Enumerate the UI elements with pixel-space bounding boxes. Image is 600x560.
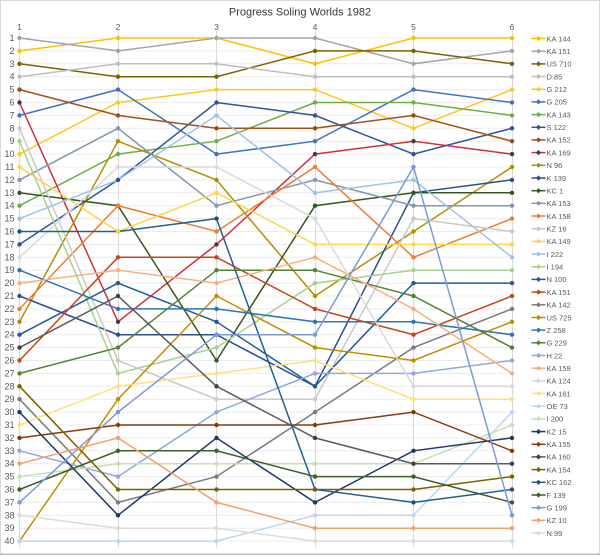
svg-text:13: 13 xyxy=(4,188,14,198)
svg-text:G 229: G 229 xyxy=(547,339,567,348)
svg-text:35: 35 xyxy=(4,472,14,482)
svg-text:KC 162: KC 162 xyxy=(547,478,572,487)
svg-text:US 725: US 725 xyxy=(547,313,572,322)
svg-text:25: 25 xyxy=(4,343,14,353)
svg-text:18: 18 xyxy=(4,252,14,262)
svg-text:2: 2 xyxy=(116,22,121,32)
svg-text:27: 27 xyxy=(4,368,14,378)
svg-text:KA 154: KA 154 xyxy=(547,465,571,474)
svg-text:23: 23 xyxy=(4,317,14,327)
svg-text:32: 32 xyxy=(4,433,14,443)
svg-text:1: 1 xyxy=(9,33,14,43)
svg-text:K 139: K 139 xyxy=(547,174,567,183)
svg-text:16: 16 xyxy=(4,227,14,237)
svg-text:14: 14 xyxy=(4,201,14,211)
svg-text:KZ 10: KZ 10 xyxy=(547,516,567,525)
svg-text:S 122: S 122 xyxy=(547,123,567,132)
svg-text:24: 24 xyxy=(4,330,14,340)
svg-text:34: 34 xyxy=(4,459,14,469)
svg-text:3: 3 xyxy=(9,59,14,69)
svg-text:KA 144: KA 144 xyxy=(547,34,571,43)
svg-text:15: 15 xyxy=(4,214,14,224)
svg-text:N 100: N 100 xyxy=(547,275,567,284)
svg-text:37: 37 xyxy=(4,497,14,507)
svg-text:11: 11 xyxy=(5,162,14,172)
svg-text:N 99: N 99 xyxy=(547,529,563,538)
svg-text:5: 5 xyxy=(411,22,416,32)
svg-text:4: 4 xyxy=(9,72,14,82)
svg-text:Progress Soling Worlds 1982: Progress Soling Worlds 1982 xyxy=(229,7,371,19)
svg-text:3: 3 xyxy=(214,22,219,32)
svg-text:KZ 15: KZ 15 xyxy=(547,427,567,436)
svg-text:KA 160: KA 160 xyxy=(547,453,571,462)
svg-text:10: 10 xyxy=(4,149,14,159)
svg-text:G 199: G 199 xyxy=(547,504,567,513)
svg-text:6: 6 xyxy=(9,98,14,108)
svg-text:21: 21 xyxy=(4,291,14,301)
svg-text:7: 7 xyxy=(9,110,14,120)
svg-text:I 200: I 200 xyxy=(547,415,564,424)
svg-text:I 222: I 222 xyxy=(547,250,564,259)
svg-text:38: 38 xyxy=(4,510,14,520)
svg-text:KA 151: KA 151 xyxy=(547,288,571,297)
svg-text:30: 30 xyxy=(4,407,14,417)
svg-text:US 710: US 710 xyxy=(547,60,572,69)
svg-text:12: 12 xyxy=(4,175,14,185)
svg-text:F 139: F 139 xyxy=(547,491,566,500)
svg-text:KA 151: KA 151 xyxy=(547,47,571,56)
svg-text:Z 258: Z 258 xyxy=(547,326,566,335)
svg-text:2: 2 xyxy=(9,46,14,56)
svg-text:40: 40 xyxy=(4,536,14,546)
svg-text:KA 143: KA 143 xyxy=(547,110,571,119)
svg-text:KA 124: KA 124 xyxy=(547,377,571,386)
svg-text:36: 36 xyxy=(4,485,14,495)
svg-text:KA 149: KA 149 xyxy=(547,237,571,246)
svg-text:20: 20 xyxy=(4,278,14,288)
svg-text:G 212: G 212 xyxy=(547,85,567,94)
svg-text:6: 6 xyxy=(510,22,515,32)
svg-text:KA 158: KA 158 xyxy=(547,212,571,221)
svg-text:19: 19 xyxy=(4,265,14,275)
svg-text:OE 73: OE 73 xyxy=(547,402,568,411)
svg-text:33: 33 xyxy=(4,446,14,456)
svg-text:29: 29 xyxy=(4,394,14,404)
svg-text:26: 26 xyxy=(4,356,14,366)
svg-text:KC 1: KC 1 xyxy=(547,187,564,196)
svg-text:N 96: N 96 xyxy=(547,161,563,170)
svg-text:KA 159: KA 159 xyxy=(547,364,571,373)
svg-text:D 85: D 85 xyxy=(547,72,563,81)
svg-text:17: 17 xyxy=(4,239,14,249)
svg-text:H 22: H 22 xyxy=(547,351,563,360)
svg-text:22: 22 xyxy=(4,304,14,314)
svg-text:8: 8 xyxy=(9,123,14,133)
svg-text:KZ 16: KZ 16 xyxy=(547,225,567,234)
svg-text:5: 5 xyxy=(9,85,14,95)
svg-text:KA 155: KA 155 xyxy=(547,440,571,449)
svg-text:I 194: I 194 xyxy=(547,263,564,272)
svg-text:KA 161: KA 161 xyxy=(547,389,571,398)
svg-text:KA 153: KA 153 xyxy=(547,199,571,208)
svg-text:28: 28 xyxy=(4,381,14,391)
svg-text:KA 142: KA 142 xyxy=(547,301,571,310)
svg-text:G 205: G 205 xyxy=(547,98,567,107)
svg-text:1: 1 xyxy=(17,22,22,32)
svg-text:4: 4 xyxy=(313,22,318,32)
svg-text:KA 169: KA 169 xyxy=(547,148,571,157)
svg-text:KA 152: KA 152 xyxy=(547,136,571,145)
svg-text:31: 31 xyxy=(4,420,14,430)
svg-text:39: 39 xyxy=(4,523,14,533)
svg-text:9: 9 xyxy=(9,136,14,146)
